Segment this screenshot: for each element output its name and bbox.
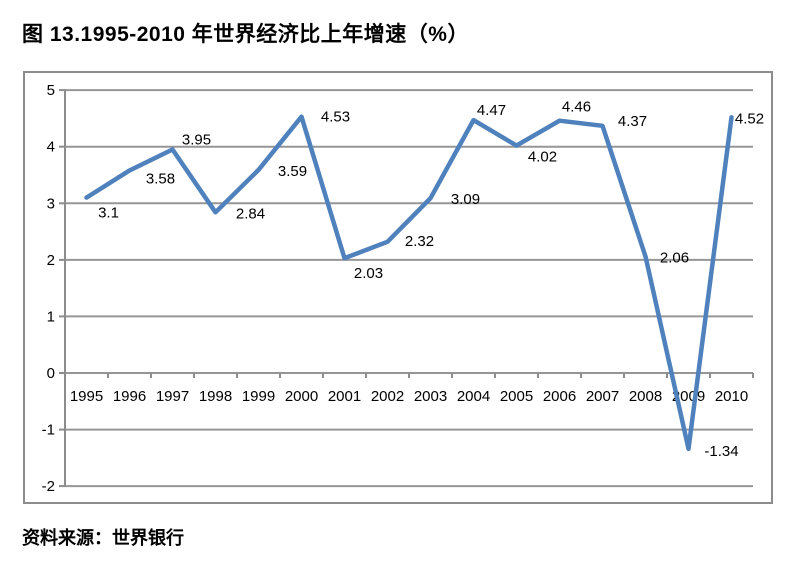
svg-text:2.84: 2.84: [236, 205, 265, 222]
svg-text:4.52: 4.52: [735, 110, 764, 127]
svg-text:2: 2: [47, 252, 55, 269]
svg-text:4.02: 4.02: [528, 149, 557, 166]
svg-text:3.95: 3.95: [182, 132, 211, 149]
svg-text:2.32: 2.32: [405, 233, 434, 250]
svg-text:2002: 2002: [371, 388, 404, 405]
chart-frame: 5 4 3 2 1 0 -1 -2 1995 1996 1997 1998 1999 2000 2001 20…: [23, 71, 773, 504]
svg-text:2.06: 2.06: [660, 250, 689, 267]
svg-text:4.53: 4.53: [321, 109, 350, 126]
svg-text:1998: 1998: [199, 388, 232, 405]
svg-text:2004: 2004: [457, 388, 490, 405]
svg-text:-1.34: -1.34: [704, 443, 738, 460]
svg-text:4.37: 4.37: [618, 113, 647, 130]
svg-text:3.59: 3.59: [278, 163, 307, 180]
svg-text:5: 5: [47, 82, 55, 99]
y-axis: 5 4 3 2 1 0 -1 -2: [42, 82, 66, 495]
chart-title: 图 13.1995-2010 年世界经济比上年增速（%）: [22, 23, 469, 46]
svg-text:2007: 2007: [586, 388, 619, 405]
svg-text:2000: 2000: [285, 388, 318, 405]
svg-text:1999: 1999: [242, 388, 275, 405]
svg-text:4.47: 4.47: [477, 102, 506, 119]
svg-text:2006: 2006: [543, 388, 576, 405]
svg-text:4.46: 4.46: [562, 99, 591, 116]
svg-text:0: 0: [47, 365, 55, 382]
svg-text:-2: -2: [42, 478, 55, 495]
x-axis: 1995 1996 1997 1998 1999 2000 2001 2002 2003 2004…: [64, 373, 754, 405]
svg-text:2003: 2003: [414, 388, 447, 405]
svg-text:4: 4: [47, 139, 55, 156]
svg-text:2001: 2001: [328, 388, 361, 405]
data-labels: 3.1 3.58 3.95 2.84 3.59 4.53 2.03 2.32 3.09 4.47 4…: [98, 99, 764, 460]
svg-text:1995: 1995: [70, 388, 103, 405]
svg-text:3.1: 3.1: [98, 205, 119, 222]
svg-text:2008: 2008: [629, 388, 662, 405]
series-line: [84, 114, 734, 452]
line-chart: 5 4 3 2 1 0 -1 -2 1995 1996 1997 1998 1999 2000 2001 20…: [42, 82, 764, 495]
svg-text:-1: -1: [42, 422, 55, 439]
svg-text:3.58: 3.58: [146, 171, 175, 188]
source-note: 资料来源：世界银行: [22, 528, 184, 548]
svg-text:1997: 1997: [156, 388, 189, 405]
svg-text:2.03: 2.03: [354, 265, 383, 282]
svg-text:3: 3: [47, 195, 55, 212]
svg-text:2010: 2010: [715, 388, 748, 405]
svg-text:3.09: 3.09: [451, 191, 480, 208]
svg-text:2005: 2005: [500, 388, 533, 405]
svg-text:1: 1: [47, 308, 55, 325]
svg-text:1996: 1996: [113, 388, 146, 405]
